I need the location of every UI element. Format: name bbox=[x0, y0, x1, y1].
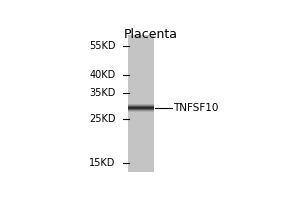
Text: 35KD: 35KD bbox=[89, 88, 116, 98]
Bar bbox=[128, 35, 154, 172]
Text: Placenta: Placenta bbox=[123, 28, 177, 41]
Text: 40KD: 40KD bbox=[89, 70, 116, 80]
Text: TNFSF10: TNFSF10 bbox=[173, 103, 219, 113]
Text: 25KD: 25KD bbox=[89, 114, 116, 124]
Text: 55KD: 55KD bbox=[89, 41, 116, 51]
Text: 15KD: 15KD bbox=[89, 158, 116, 168]
